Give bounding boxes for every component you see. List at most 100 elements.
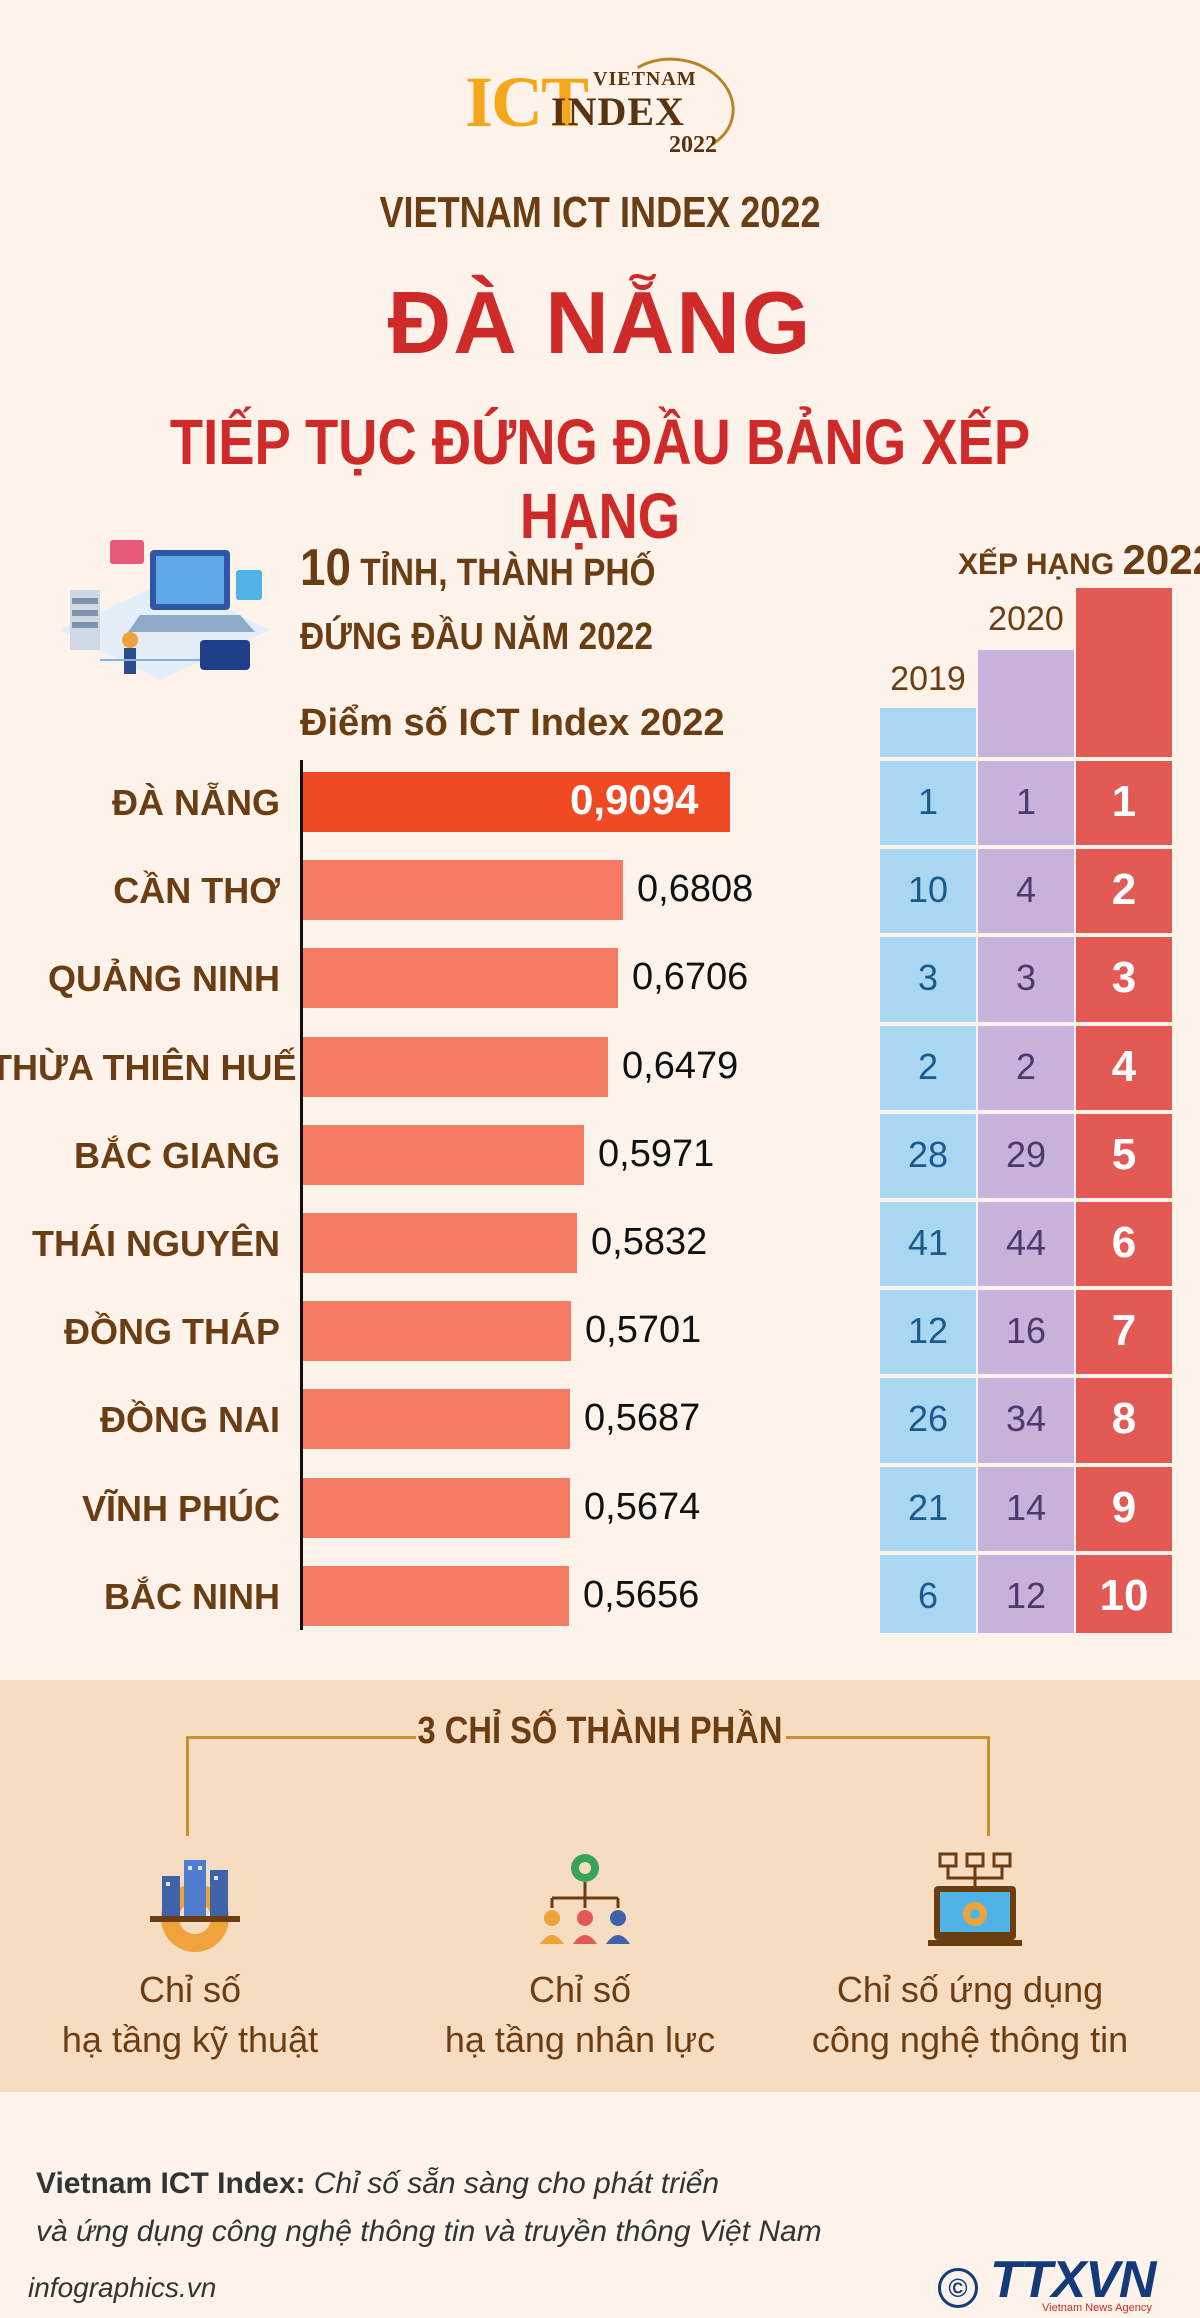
bar-value-label: 0,5971 — [598, 1132, 715, 1175]
bar — [303, 1213, 577, 1273]
rank-row-separator — [880, 845, 1172, 850]
rank-cell-2019: 41 — [907, 1222, 949, 1263]
human-resources-icon — [540, 1854, 630, 1944]
ranking-year-2020: 2020 — [988, 600, 1064, 638]
rank-cell-2022: 6 — [1111, 1218, 1137, 1267]
top10-count: 10 — [300, 539, 351, 597]
ranking-year-2022: 2022 — [1122, 536, 1200, 583]
rank-row-separator — [880, 1021, 1172, 1026]
rank-column-2019 — [880, 708, 976, 1633]
bar-value-label: 0,6808 — [637, 868, 754, 911]
rank-row-separator — [880, 1462, 1172, 1467]
page-title-line2: TIẾP TỤC ĐỨNG ĐẦU BẢNG XẾP HẠNG — [169, 406, 1031, 552]
city-label: ĐỒNG NAI — [100, 1399, 280, 1441]
top10-line1: TỈNH, THÀNH PHỐ — [350, 552, 656, 594]
bar-value-label: 0,6706 — [632, 956, 749, 999]
ttxvn-logo-subtitle: Vietnam News Agency — [1042, 2302, 1152, 2314]
top10-label: 10 TỈNH, THÀNH PHỐ ĐỨNG ĐẦU NĂM 2022 — [300, 540, 656, 665]
component-1-line1: Chỉ số — [138, 1969, 242, 2010]
logo-year-text: 2022 — [669, 132, 717, 158]
city-label: BẮC GIANG — [74, 1134, 280, 1176]
rank-cell-2019: 26 — [907, 1398, 949, 1440]
bar — [303, 1477, 570, 1538]
computer-network-illustration-icon — [60, 540, 270, 680]
rank-cell-2019: 6 — [917, 1574, 939, 1616]
rank-cell-2022: 1 — [1111, 777, 1137, 826]
component-3-line2: công nghệ thông tin — [811, 2019, 1129, 2060]
rank-row-separator — [880, 1286, 1172, 1291]
city-label: CẦN THƠ — [113, 870, 280, 912]
ranking-header: XẾP HẠNG 2022 — [958, 536, 1200, 584]
rank-row-separator — [880, 757, 1172, 761]
bar — [303, 860, 623, 921]
bar — [303, 1036, 608, 1097]
rank-cell-2019: 28 — [907, 1133, 949, 1175]
rank-cell-2020: 14 — [1005, 1486, 1047, 1528]
component-2-line1: Chỉ số — [528, 1969, 632, 2010]
bar — [303, 1565, 569, 1626]
rank-cell-2020: 34 — [1005, 1398, 1047, 1440]
rank-cell-2020: 3 — [1015, 957, 1037, 999]
logo-index-text: INDEX — [551, 89, 685, 134]
logo-vietnam-text: VIETNAM — [593, 68, 697, 90]
components-title: 3 CHỈ SỐ THÀNH PHẦN — [417, 1710, 783, 1752]
rank-cell-2019: 2 — [917, 1045, 939, 1087]
page-title: ĐÀ NẴNG — [387, 273, 813, 372]
component-label-infrastructure: Chỉ số hạ tầng kỹ thuật — [0, 1965, 380, 2065]
ttxvn-logo: TTXVN Vietnam News Agency — [990, 2250, 1180, 2314]
rank-cell-2022: 2 — [1111, 865, 1137, 915]
rank-row-separator — [880, 1109, 1172, 1114]
rank-column-2020 — [978, 650, 1074, 1633]
city-label: ĐỒNG THÁP — [64, 1311, 280, 1353]
bar-value-label: 0,5656 — [583, 1573, 700, 1616]
component-3-line1: Chỉ số ứng dụng — [836, 1969, 1104, 2010]
bar-value-label: 0,5832 — [591, 1221, 708, 1263]
copyright-icon: © — [938, 2268, 978, 2308]
definition-text: Chỉ số sẵn sàng cho phát triển — [305, 2167, 720, 2200]
component-1-line2: hạ tầng kỹ thuật — [61, 2019, 319, 2060]
city-label: BẮC NINH — [104, 1575, 280, 1617]
rank-cell-2020: 2 — [1015, 1045, 1037, 1087]
bracket-right-drop — [987, 1736, 990, 1836]
rank-cell-2022: 8 — [1111, 1394, 1137, 1444]
bracket-left-drop — [186, 1736, 189, 1836]
page-subtitle: VIETNAM ICT INDEX 2022 — [379, 188, 821, 237]
rank-cell-2019: 3 — [917, 957, 939, 999]
bar-value-label: 0,5701 — [585, 1309, 702, 1352]
source-link[interactable]: infographics.vn — [28, 2272, 217, 2303]
rank-cell-2022: 9 — [1111, 1482, 1137, 1532]
component-2-line2: hạ tầng nhân lực — [444, 2019, 716, 2060]
bar — [303, 948, 618, 1009]
chart-axis-line — [300, 760, 303, 1630]
bar — [303, 772, 730, 832]
component-label-human-resources: Chỉ số hạ tầng nhân lực — [390, 1965, 770, 2065]
ranking-label: XẾP HẠNG — [958, 548, 1123, 581]
rank-cell-2019: 10 — [907, 869, 949, 911]
definition-line2: và ứng dụng công nghệ thông tin và truyề… — [36, 2215, 822, 2248]
component-label-it-application: Chỉ số ứng dụng công nghệ thông tin — [780, 1965, 1160, 2065]
rank-cell-2022: 3 — [1111, 953, 1137, 1003]
bar — [303, 1124, 584, 1185]
chart-title: Điểm số ICT Index 2022 — [300, 702, 725, 744]
definition-lead: Vietnam ICT Index: — [36, 2167, 306, 2200]
city-label: THỪA THIÊN HUẾ — [0, 1046, 297, 1088]
top10-line2: ĐỨNG ĐẦU NĂM 2022 — [300, 616, 653, 658]
rank-cell-2022: 7 — [1111, 1306, 1137, 1356]
infrastructure-icon — [150, 1860, 240, 1952]
bar-value-label: 0,6479 — [622, 1044, 739, 1087]
rank-cell-2022: 5 — [1111, 1129, 1137, 1179]
rank-cell-2019: 21 — [907, 1486, 949, 1528]
bar-value-label: 0,5674 — [584, 1485, 701, 1528]
ttxvn-logo-text: TTXVN — [990, 2251, 1156, 2309]
bracket-left-top — [186, 1736, 416, 1739]
rank-cell-2020: 12 — [1005, 1574, 1047, 1616]
rank-cell-2020: 44 — [1005, 1222, 1047, 1263]
footer-definition: Vietnam ICT Index: Chỉ số sẵn sàng cho p… — [36, 2160, 876, 2256]
rank-cell-2019: 1 — [917, 781, 939, 822]
rank-cell-2022: 10 — [1099, 1570, 1149, 1620]
rank-row-separator — [880, 1374, 1172, 1379]
ranking-year-2019: 2019 — [890, 660, 966, 698]
rank-row-separator — [880, 1550, 1172, 1555]
bar-value-label: 0,5687 — [584, 1397, 701, 1440]
rank-cell-2020: 4 — [1015, 869, 1037, 911]
